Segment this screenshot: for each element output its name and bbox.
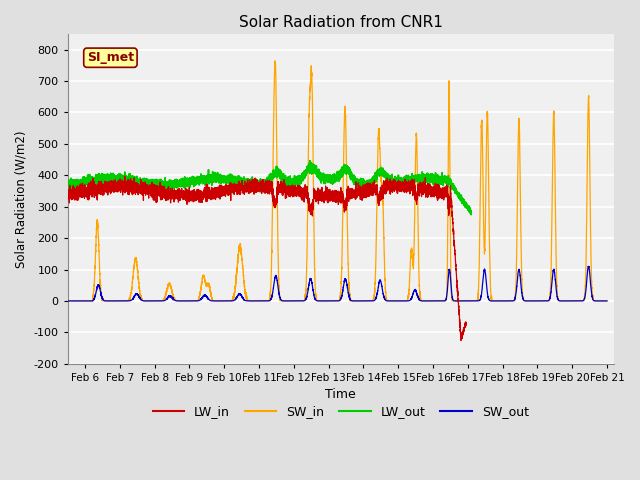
Title: Solar Radiation from CNR1: Solar Radiation from CNR1 xyxy=(239,15,443,30)
X-axis label: Time: Time xyxy=(326,388,356,401)
Legend: LW_in, SW_in, LW_out, SW_out: LW_in, SW_in, LW_out, SW_out xyxy=(148,400,534,423)
Text: SI_met: SI_met xyxy=(87,51,134,64)
Y-axis label: Solar Radiation (W/m2): Solar Radiation (W/m2) xyxy=(15,130,28,267)
